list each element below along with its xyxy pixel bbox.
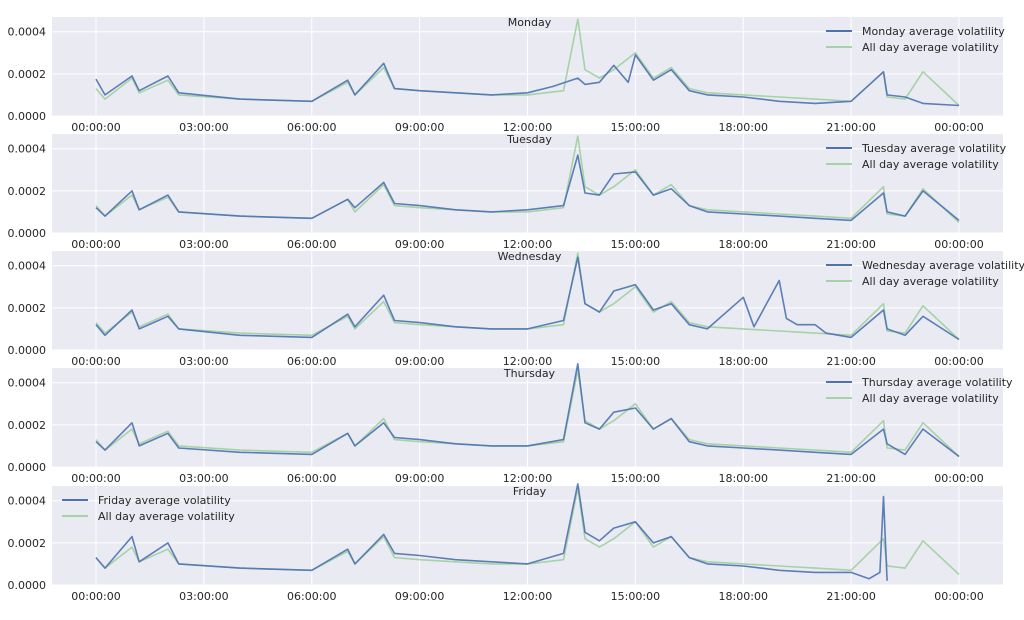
x-tick-label: 18:00:00 xyxy=(719,472,768,485)
x-tick-label: 21:00:00 xyxy=(826,590,875,603)
x-tick-label: 00:00:00 xyxy=(71,590,120,603)
legend-label: All day average volatility xyxy=(862,275,999,288)
x-tick-label: 09:00:00 xyxy=(395,472,444,485)
x-tick-label: 18:00:00 xyxy=(719,238,768,251)
x-tick-label: 06:00:00 xyxy=(287,355,336,368)
x-tick-label: 03:00:00 xyxy=(179,472,228,485)
y-tick-label: 0.0004 xyxy=(8,377,47,390)
panel-title: Monday xyxy=(508,16,552,29)
x-tick-label: 06:00:00 xyxy=(287,590,336,603)
x-tick-label: 15:00:00 xyxy=(611,121,660,134)
legend-label: Friday average volatility xyxy=(98,494,231,507)
y-tick-label: 0.0000 xyxy=(8,579,47,592)
x-tick-label: 00:00:00 xyxy=(934,355,983,368)
legend-label: All day average volatility xyxy=(862,392,999,405)
series-line-day xyxy=(95,483,888,581)
y-tick-label: 0.0000 xyxy=(8,110,47,123)
x-tick-label: 12:00:00 xyxy=(503,121,552,134)
x-tick-label: 06:00:00 xyxy=(287,238,336,251)
legend: Monday average volatility All day average… xyxy=(826,25,1005,54)
series-line-day xyxy=(95,154,960,222)
y-tick-label: 0.0002 xyxy=(8,302,47,315)
series-line-day xyxy=(95,362,960,458)
x-tick-label: 15:00:00 xyxy=(611,590,660,603)
y-tick-label: 0.0002 xyxy=(8,68,47,81)
chart-panel-friday: 00:00:00 03:00:00 06:00:00 09:00:00 12:00:00… xyxy=(8,483,1003,603)
panel-title: Thursday xyxy=(503,367,556,380)
chart-panel-tuesday: 00:00:00 03:00:00 06:00:00 09:00:00 12:00:00… xyxy=(8,133,1007,251)
x-tick-label: 09:00:00 xyxy=(395,238,444,251)
y-tick-label: 0.0000 xyxy=(8,227,47,240)
x-tick-label: 06:00:00 xyxy=(287,472,336,485)
x-tick-label: 21:00:00 xyxy=(826,472,875,485)
y-tick-label: 0.0002 xyxy=(8,185,47,198)
y-tick-label: 0.0000 xyxy=(8,461,47,474)
series-line-day xyxy=(95,54,960,107)
x-tick-label: 00:00:00 xyxy=(934,238,983,251)
x-tick-label: 15:00:00 xyxy=(611,238,660,251)
y-tick-label: 0.0002 xyxy=(8,419,47,432)
x-tick-label: 12:00:00 xyxy=(503,590,552,603)
x-tick-label: 00:00:00 xyxy=(71,472,120,485)
x-tick-label: 09:00:00 xyxy=(395,121,444,134)
legend: Friday average volatility All day average… xyxy=(62,494,235,523)
y-tick-label: 0.0004 xyxy=(8,26,47,39)
x-tick-label: 12:00:00 xyxy=(503,355,552,368)
x-tick-label: 00:00:00 xyxy=(934,121,983,134)
chart-panel-monday: 00:00:00 03:00:00 06:00:00 09:00:00 12:00:00… xyxy=(8,16,1006,134)
legend-label: All day average volatility xyxy=(862,158,999,171)
legend: Wednesday average volatility All day aver… xyxy=(826,259,1024,288)
x-tick-label: 09:00:00 xyxy=(395,590,444,603)
panel-title: Wednesday xyxy=(498,250,562,263)
x-tick-label: 00:00:00 xyxy=(934,472,983,485)
chart-panel-thursday: 00:00:00 03:00:00 06:00:00 09:00:00 12:00:00… xyxy=(8,362,1013,485)
legend-label: All day average volatility xyxy=(862,41,999,54)
x-tick-label: 21:00:00 xyxy=(826,355,875,368)
legend: Thursday average volatility All day avera… xyxy=(826,376,1013,405)
panel-title: Friday xyxy=(513,485,547,498)
x-tick-label: 09:00:00 xyxy=(395,355,444,368)
x-tick-label: 06:00:00 xyxy=(287,121,336,134)
x-tick-label: 00:00:00 xyxy=(934,590,983,603)
series-line-day xyxy=(95,256,960,341)
x-tick-label: 18:00:00 xyxy=(719,121,768,134)
x-tick-label: 00:00:00 xyxy=(71,355,120,368)
x-tick-label: 12:00:00 xyxy=(503,472,552,485)
x-tick-label: 18:00:00 xyxy=(719,590,768,603)
legend-label: Monday average volatility xyxy=(862,25,1005,38)
legend-label: Tuesday average volatility xyxy=(861,142,1007,155)
y-tick-label: 0.0004 xyxy=(8,143,47,156)
y-tick-label: 0.0002 xyxy=(8,537,47,550)
panel-title: Tuesday xyxy=(506,133,552,146)
legend-label: All day average volatility xyxy=(98,510,235,523)
y-tick-label: 0.0000 xyxy=(8,344,47,357)
x-tick-label: 03:00:00 xyxy=(179,121,228,134)
x-tick-label: 12:00:00 xyxy=(503,238,552,251)
legend-label: Wednesday average volatility xyxy=(862,259,1024,272)
x-tick-label: 18:00:00 xyxy=(719,355,768,368)
x-tick-label: 03:00:00 xyxy=(179,590,228,603)
x-tick-label: 00:00:00 xyxy=(71,238,120,251)
chart-panel-wednesday: 00:00:00 03:00:00 06:00:00 09:00:00 12:00:00… xyxy=(8,250,1024,368)
legend: Tuesday average volatility All day averag… xyxy=(826,142,1007,171)
x-tick-label: 21:00:00 xyxy=(826,238,875,251)
x-tick-label: 00:00:00 xyxy=(71,121,120,134)
x-tick-label: 03:00:00 xyxy=(179,238,228,251)
y-tick-label: 0.0004 xyxy=(8,260,47,273)
x-tick-label: 21:00:00 xyxy=(826,121,875,134)
legend-label: Thursday average volatility xyxy=(861,376,1013,389)
x-tick-label: 15:00:00 xyxy=(611,355,660,368)
x-tick-label: 15:00:00 xyxy=(611,472,660,485)
x-tick-label: 03:00:00 xyxy=(179,355,228,368)
y-tick-label: 0.0004 xyxy=(8,495,47,508)
